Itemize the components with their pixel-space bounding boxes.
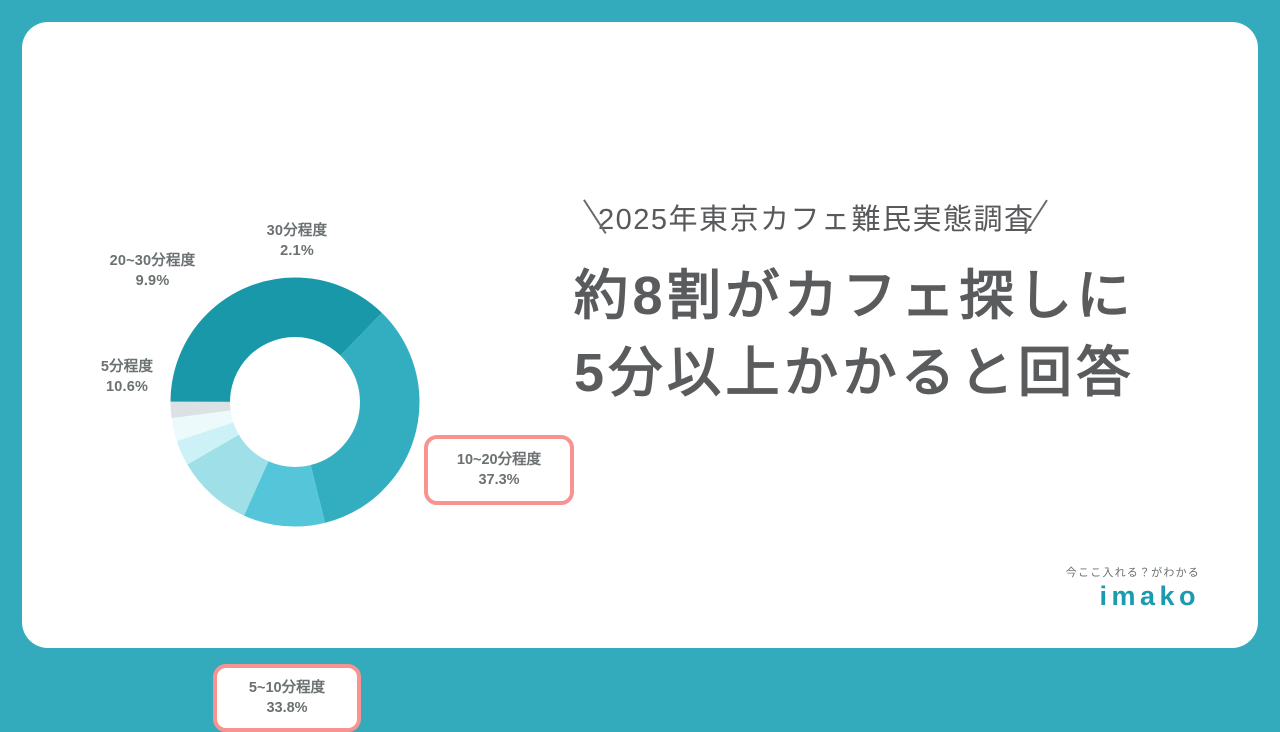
slice-label-5min-text: 5分程度 (100, 359, 154, 375)
infographic-root: 30分程度 2.1% 20~30分程度 9.9% 5分程度 10.6% 10~2… (0, 0, 1280, 670)
callout-5to10min-label: 5~10分程度 (248, 679, 326, 696)
brand-logo: 今ここ入れる？がわかる imako (1066, 567, 1200, 612)
callout-10to20min-value: 37.3% (478, 472, 520, 488)
donut-svg (170, 277, 420, 527)
donut-segment (170, 277, 420, 527)
slice-label-20to30min-text: 20~30分程度 (109, 253, 196, 269)
slash-right-icon (1039, 198, 1059, 236)
slash-left-icon (574, 198, 594, 236)
donut-chart: 30分程度 2.1% 20~30分程度 9.9% 5分程度 10.6% 10~2… (62, 172, 574, 732)
eyebrow-text: 2025年東京カフェ難民実態調査 (598, 204, 1035, 236)
donut-segment (170, 277, 420, 527)
callout-5to10min: 5~10分程度 33.8% (213, 664, 361, 732)
callout-10to20min: 10~20分程度 37.3% (424, 435, 574, 505)
logo-tagline: 今ここ入れる？がわかる (1065, 566, 1200, 579)
slice-label-20to30min: 20~30分程度 9.9% (75, 252, 230, 291)
slice-label-20to30min-value: 9.9% (135, 272, 170, 289)
donut-segment (170, 277, 420, 527)
headline-line-2: 5分以上かかると回答 (574, 342, 1136, 403)
page-title: 約8割がカフェ探しに 5分以上かかると回答 (574, 258, 1214, 411)
content-card: 30分程度 2.1% 20~30分程度 9.9% 5分程度 10.6% 10~2… (22, 22, 1258, 732)
eyebrow: 2025年東京カフェ難民実態調査 (574, 194, 1214, 240)
callout-10to20min-label: 10~20分程度 (456, 451, 542, 468)
slice-label-5min-value: 10.6% (105, 378, 149, 395)
headline-block: 2025年東京カフェ難民実態調査 約8割がカフェ探しに 5分以上かかると回答 (574, 194, 1214, 411)
headline-line-1: 約8割がカフェ探しに (574, 266, 1136, 326)
donut-graphic (170, 277, 420, 527)
slice-label-30min: 30分程度 2.1% (237, 222, 357, 261)
slice-label-30min-text: 30分程度 (266, 223, 328, 239)
callout-5to10min-value: 33.8% (266, 700, 308, 716)
slice-label-30min-value: 2.1% (280, 242, 314, 259)
slice-label-5min: 5分程度 10.6% (67, 358, 187, 397)
logo-wordmark: imako (1099, 580, 1200, 611)
donut-segment (170, 277, 420, 527)
